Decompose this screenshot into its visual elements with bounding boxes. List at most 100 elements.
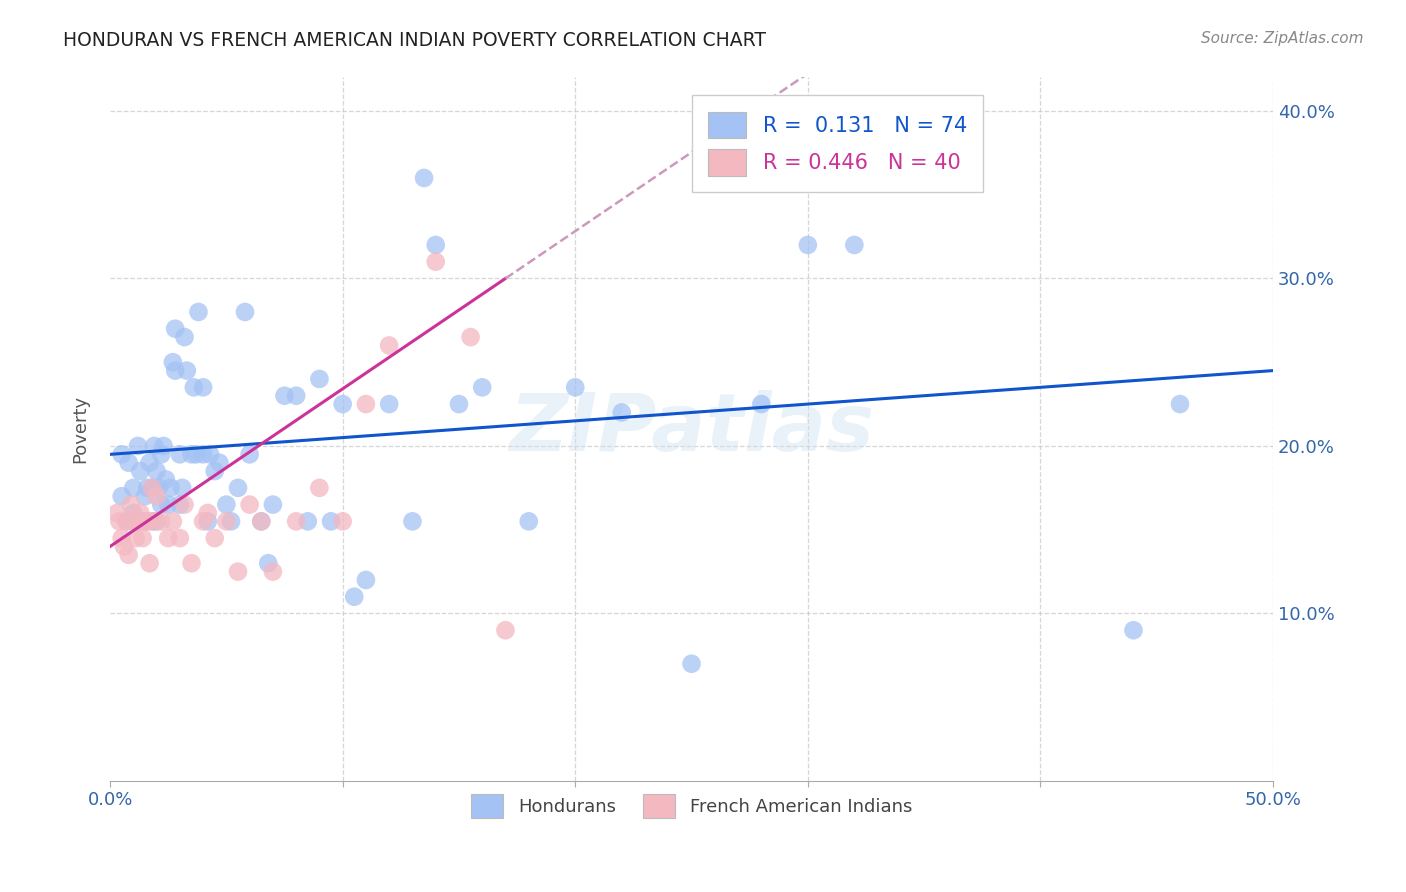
- Point: [250, 514, 273, 528]
- Point: [108, 514, 131, 528]
- Point: [285, 514, 308, 528]
- Point: [173, 498, 195, 512]
- Point: [150, 447, 173, 461]
- Point: [226, 481, 249, 495]
- Point: [517, 514, 540, 528]
- Point: [610, 405, 633, 419]
- Point: [159, 481, 181, 495]
- Text: HONDURAN VS FRENCH AMERICAN INDIAN POVERTY CORRELATION CHART: HONDURAN VS FRENCH AMERICAN INDIAN POVER…: [63, 31, 766, 50]
- Point: [197, 506, 219, 520]
- Point: [162, 514, 184, 528]
- Point: [112, 540, 135, 554]
- Point: [239, 447, 262, 461]
- Point: [122, 481, 145, 495]
- Point: [1168, 397, 1191, 411]
- Point: [129, 506, 152, 520]
- Point: [447, 397, 470, 411]
- Point: [127, 514, 149, 528]
- Point: [141, 481, 163, 495]
- Point: [226, 565, 249, 579]
- Point: [425, 254, 447, 268]
- Point: [215, 514, 238, 528]
- Point: [152, 439, 174, 453]
- Point: [169, 531, 191, 545]
- Point: [208, 456, 231, 470]
- Point: [157, 498, 180, 512]
- Point: [129, 464, 152, 478]
- Point: [173, 330, 195, 344]
- Point: [204, 464, 226, 478]
- Point: [172, 481, 194, 495]
- Point: [354, 573, 377, 587]
- Point: [127, 514, 149, 528]
- Point: [115, 514, 138, 528]
- Point: [425, 238, 447, 252]
- Point: [191, 380, 214, 394]
- Point: [115, 514, 138, 528]
- Point: [136, 514, 159, 528]
- Point: [413, 170, 436, 185]
- Point: [319, 514, 342, 528]
- Point: [143, 439, 166, 453]
- Point: [239, 498, 262, 512]
- Point: [250, 514, 273, 528]
- Legend: Hondurans, French American Indians: Hondurans, French American Indians: [464, 787, 920, 825]
- Point: [118, 548, 141, 562]
- Point: [343, 590, 366, 604]
- Point: [460, 330, 482, 344]
- Point: [262, 565, 284, 579]
- Point: [471, 380, 494, 394]
- Point: [749, 397, 772, 411]
- Point: [150, 514, 173, 528]
- Point: [143, 514, 166, 528]
- Point: [378, 397, 401, 411]
- Point: [145, 464, 167, 478]
- Point: [131, 531, 153, 545]
- Point: [198, 447, 221, 461]
- Point: [297, 514, 319, 528]
- Point: [141, 481, 163, 495]
- Point: [148, 481, 170, 495]
- Point: [136, 481, 159, 495]
- Point: [162, 355, 184, 369]
- Y-axis label: Poverty: Poverty: [72, 395, 89, 463]
- Point: [180, 556, 202, 570]
- Point: [138, 456, 160, 470]
- Point: [797, 238, 820, 252]
- Point: [308, 481, 330, 495]
- Point: [165, 363, 187, 377]
- Point: [124, 531, 146, 545]
- Point: [187, 305, 209, 319]
- Point: [332, 397, 354, 411]
- Point: [111, 531, 134, 545]
- Point: [191, 447, 214, 461]
- Point: [354, 397, 377, 411]
- Point: [122, 506, 145, 520]
- Text: ZIPatlas: ZIPatlas: [509, 390, 875, 468]
- Point: [141, 514, 163, 528]
- Point: [184, 447, 207, 461]
- Point: [169, 447, 191, 461]
- Point: [111, 447, 134, 461]
- Point: [1122, 624, 1144, 638]
- Point: [332, 514, 354, 528]
- Point: [401, 514, 423, 528]
- Point: [176, 363, 198, 377]
- Point: [308, 372, 330, 386]
- Point: [165, 322, 187, 336]
- Point: [378, 338, 401, 352]
- Point: [122, 514, 145, 528]
- Point: [495, 624, 517, 638]
- Point: [233, 305, 256, 319]
- Point: [105, 506, 128, 520]
- Point: [204, 531, 226, 545]
- Point: [120, 498, 142, 512]
- Point: [138, 556, 160, 570]
- Point: [118, 456, 141, 470]
- Point: [257, 556, 280, 570]
- Point: [215, 498, 238, 512]
- Point: [191, 514, 214, 528]
- Point: [219, 514, 242, 528]
- Point: [145, 514, 167, 528]
- Point: [150, 498, 173, 512]
